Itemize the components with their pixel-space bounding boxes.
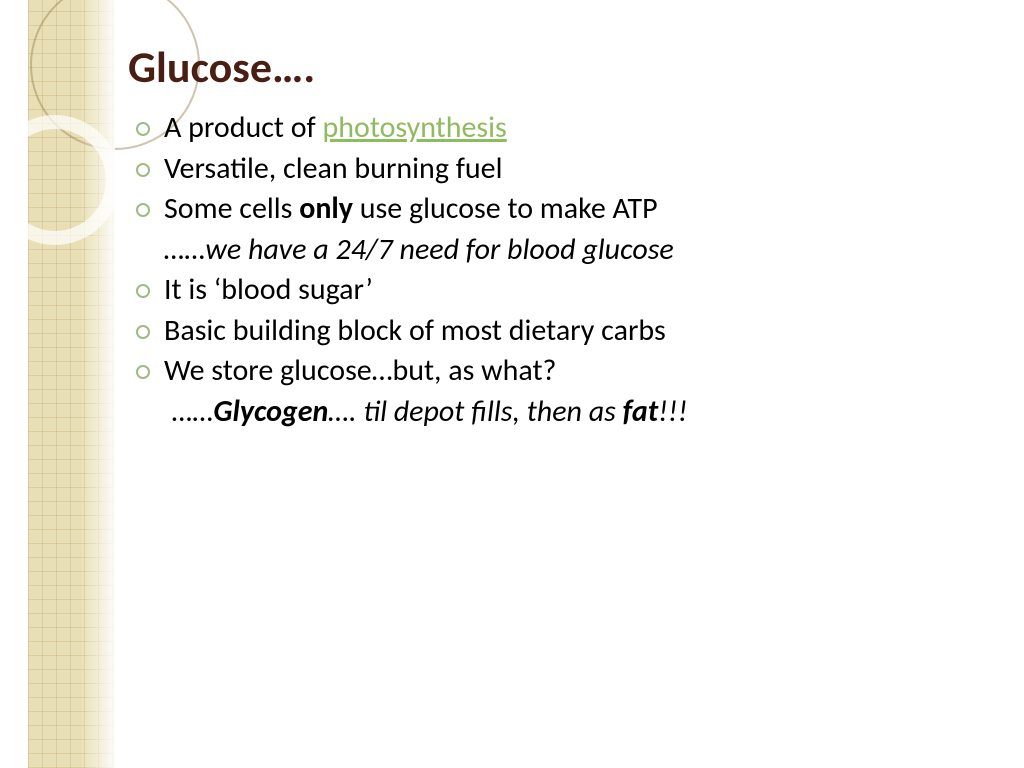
photosynthesis-link[interactable]: photosynthesis — [323, 109, 507, 146]
answer-tail: !!! — [658, 393, 687, 430]
bullet-item: Basic building block of most dietary car… — [128, 311, 984, 352]
bullet-text: use glucose to make ATP — [353, 190, 658, 227]
bullet-item: A product of photosynthesis — [128, 108, 984, 149]
answer-fat: fat — [623, 393, 659, 430]
bullet-item: Versatile, clean burning fuel — [128, 149, 984, 190]
bullet-text: We store glucose…but, as what? — [164, 352, 556, 389]
bullet-text: Basic building block of most dietary car… — [164, 312, 666, 349]
answer-mid: …. til depot fills, then as — [328, 393, 622, 430]
bullet-text: Some cells — [164, 190, 299, 227]
bullet-text: Versatile, clean burning fuel — [164, 150, 502, 187]
bullet-item: Some cells only use glucose to make ATP — [128, 189, 984, 230]
emphasis-only: only — [299, 190, 353, 227]
bullet-text: It is ‘blood sugar’ — [164, 271, 373, 308]
bullet-text: A product of — [164, 109, 323, 146]
answer-lead: …… — [172, 393, 213, 430]
answer-glycogen: Glycogen — [213, 393, 328, 430]
answer-line: ……Glycogen…. til depot fills, then as fa… — [128, 392, 984, 433]
bullet-list: It is ‘blood sugar’ Basic building block… — [128, 270, 984, 392]
sidebar-fade — [0, 0, 115, 768]
bullet-item: We store glucose…but, as what? — [128, 351, 984, 392]
slide-title: Glucose…. — [128, 40, 984, 94]
bullet-item: It is ‘blood sugar’ — [128, 270, 984, 311]
bullet-list: A product of photosynthesis Versatile, c… — [128, 108, 984, 230]
sub-line: ……we have a 24/7 need for blood glucose — [128, 230, 984, 271]
slide-content: Glucose…. A product of photosynthesis Ve… — [128, 40, 984, 432]
